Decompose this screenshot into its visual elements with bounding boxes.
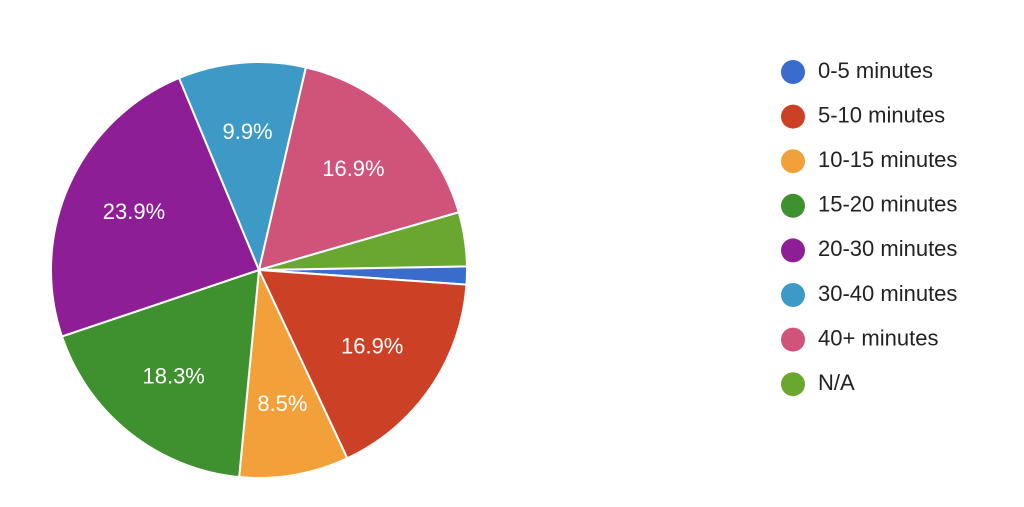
legend-label: 20-30 minutes bbox=[818, 236, 957, 261]
pie-slice bbox=[50, 76, 261, 338]
pie-slice bbox=[257, 66, 461, 272]
legend-marker bbox=[781, 327, 805, 352]
slice-label: 23.9% bbox=[103, 199, 165, 224]
legend-marker bbox=[781, 193, 805, 218]
slice-label: 18.3% bbox=[142, 363, 204, 388]
legend-label: 5-10 minutes bbox=[818, 102, 945, 127]
legend-label: N/A bbox=[818, 370, 855, 395]
legend-marker bbox=[781, 60, 805, 84]
pie-slice bbox=[177, 61, 308, 274]
pie-slice bbox=[60, 268, 261, 479]
legend-marker bbox=[781, 238, 805, 263]
pie-slice bbox=[258, 211, 468, 271]
legend-marker bbox=[781, 372, 805, 397]
pie-slice bbox=[238, 266, 349, 479]
legend-marker bbox=[781, 104, 805, 129]
legend-label: 40+ minutes bbox=[818, 325, 938, 350]
legend-label: 30-40 minutes bbox=[818, 281, 957, 306]
slice-label: 16.9% bbox=[322, 156, 384, 181]
legend-label: 0-5 minutes bbox=[818, 58, 933, 83]
legend-label: 15-20 minutes bbox=[818, 192, 957, 217]
slice-label: 9.9% bbox=[222, 119, 272, 144]
legend-marker bbox=[781, 149, 805, 174]
legend-marker bbox=[781, 283, 805, 307]
pie-slice bbox=[257, 268, 468, 460]
slice-label: 16.9% bbox=[341, 333, 403, 358]
legend-label: 10-15 minutes bbox=[818, 147, 957, 172]
slice-label: 8.5% bbox=[257, 391, 307, 416]
